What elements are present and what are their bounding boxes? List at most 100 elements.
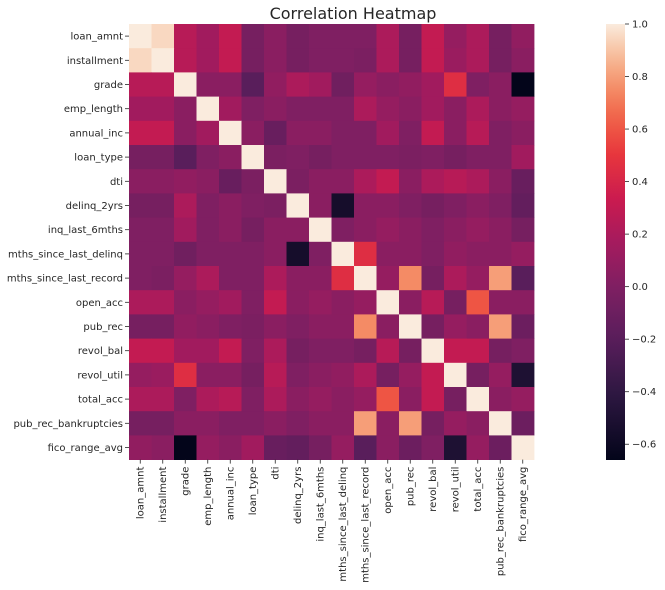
heatmap-cell-delinq_2yrs-emp_length: [196, 193, 220, 218]
y-tick-labels: loan_amnt installment grade emp_lengthannua…: [7, 32, 129, 454]
heatmap-cell-emp_length-loan_type: [241, 96, 265, 122]
heatmap-cell-emp_length-emp_length: [196, 96, 220, 122]
colorbar-ticks: 1.0 0.8 0.6 0.4 0.2 0.0 −0.2 −0.4 −0.6: [625, 20, 656, 451]
heatmap-cell-delinq_2yrs-mths_since_last_record: [354, 193, 377, 218]
heatmap-cell-pub_rec_bankruptcies-pub_rec_bankruptcies: [489, 411, 512, 436]
heatmap-cell-total_acc-pub_rec: [399, 387, 422, 412]
heatmap-cell-pub_rec_bankruptcies-installment: [151, 411, 175, 436]
x-tick-label-mths_since_last_record: mths_since_last_record: [361, 467, 372, 583]
x-tick-label-inq_last_6mths: inq_last_6mths: [316, 467, 327, 542]
heatmap-cell-dti-dti: [264, 169, 287, 194]
heatmap-cell-pub_rec_bankruptcies-loan_amnt: [129, 411, 152, 436]
heatmap-cell-pub_rec-revol_bal: [421, 314, 445, 339]
heatmap-cell-total_acc-mths_since_last_delinq: [331, 387, 355, 412]
heatmap-cell-dti-grade: [174, 169, 197, 194]
heatmap-cell-fico_range_avg-fico_range_avg: [511, 435, 535, 460]
heatmap-cell-pub_rec_bankruptcies-total_acc: [466, 411, 490, 436]
heatmap-cell-emp_length-revol_bal: [421, 96, 445, 122]
heatmap-cell-mths_since_last_record-pub_rec_bankruptcies: [489, 266, 512, 291]
heatmap-cell-revol_util-loan_type: [241, 362, 265, 388]
heatmap-cell-delinq_2yrs-inq_last_6mths: [309, 193, 332, 218]
y-tick-label-mths_since_last_delinq: mths_since_last_delinq: [8, 249, 123, 260]
x-tick-label-mths_since_last_delinq: mths_since_last_delinq: [338, 467, 349, 582]
heatmap-cell-fico_range_avg-total_acc: [466, 435, 490, 460]
heatmap-cell-loan_type-mths_since_last_delinq: [331, 145, 355, 170]
colorbar-tick-label: 0.2: [632, 230, 648, 241]
heatmap-cell-mths_since_last_delinq-revol_bal: [421, 241, 445, 267]
heatmap-cell-loan_type-pub_rec: [399, 145, 422, 170]
heatmap-cell-pub_rec-mths_since_last_record: [354, 314, 377, 339]
heatmap-cell-pub_rec_bankruptcies-delinq_2yrs: [286, 411, 310, 436]
heatmap-cell-open_acc-fico_range_avg: [511, 290, 535, 315]
heatmap-cell-revol_bal-delinq_2yrs: [286, 338, 310, 364]
heatmap-cell-delinq_2yrs-open_acc: [376, 193, 400, 218]
heatmap-cell-pub_rec_bankruptcies-revol_bal: [421, 411, 445, 436]
x-tick-label-grade: grade: [181, 467, 192, 496]
heatmap-cell-installment-loan_type: [241, 48, 265, 73]
heatmap-cell-total_acc-emp_length: [196, 387, 220, 412]
heatmap-cell-inq_last_6mths-mths_since_last_record: [354, 217, 377, 243]
heatmap-cell-dti-annual_inc: [219, 169, 242, 194]
heatmap-cell-total_acc-grade: [174, 387, 197, 412]
heatmap-cell-emp_length-revol_util: [444, 96, 467, 122]
x-tick-label-annual_inc: annual_inc: [226, 467, 237, 521]
heatmap-cell-revol_bal-fico_range_avg: [511, 338, 535, 364]
heatmap-cell-mths_since_last_delinq-pub_rec: [399, 241, 422, 267]
heatmap-cell-dti-revol_util: [444, 169, 467, 194]
heatmap-cell-dti-loan_type: [241, 169, 265, 194]
heatmap-cell-installment-loan_amnt: [129, 48, 152, 73]
heatmap-cell-open_acc-pub_rec_bankruptcies: [489, 290, 512, 315]
heatmap-cell-revol_util-inq_last_6mths: [309, 362, 332, 388]
heatmap-cell-grade-emp_length: [196, 72, 220, 97]
heatmap-cell-loan_amnt-pub_rec: [399, 24, 422, 49]
heatmap-cell-pub_rec-open_acc: [376, 314, 400, 339]
heatmap-cell-loan_type-grade: [174, 145, 197, 170]
y-tick-label-revol_util: revol_util: [77, 370, 123, 381]
heatmap-cell-mths_since_last_delinq-grade: [174, 241, 197, 267]
heatmap-cell-loan_amnt-inq_last_6mths: [309, 24, 332, 49]
heatmap-cell-revol_bal-grade: [174, 338, 197, 364]
heatmap-cell-revol_util-revol_util: [444, 362, 467, 388]
heatmap-cell-open_acc-loan_amnt: [129, 290, 152, 315]
y-tick-label-delinq_2yrs: delinq_2yrs: [66, 201, 123, 212]
colorbar-tick-label: −0.6: [632, 440, 656, 451]
heatmap-cell-fico_range_avg-revol_util: [444, 435, 467, 460]
heatmap-cell-mths_since_last_delinq-inq_last_6mths: [309, 241, 332, 267]
heatmap-cell-delinq_2yrs-delinq_2yrs: [286, 193, 310, 218]
heatmap-cell-inq_last_6mths-revol_bal: [421, 217, 445, 243]
x-tick-label-open_acc: open_acc: [383, 467, 394, 514]
colorbar-tick-label: 1.0: [632, 20, 648, 31]
heatmap-cell-open_acc-inq_last_6mths: [309, 290, 332, 315]
heatmap-cell-dti-pub_rec_bankruptcies: [489, 169, 512, 194]
y-tick-label-annual_inc: annual_inc: [69, 128, 123, 139]
x-tick-label-revol_bal: revol_bal: [428, 467, 439, 512]
heatmap-cell-delinq_2yrs-pub_rec: [399, 193, 422, 218]
heatmap-cell-emp_length-inq_last_6mths: [309, 96, 332, 122]
x-tick-label-pub_rec: pub_rec: [406, 467, 417, 507]
heatmap-cell-pub_rec-delinq_2yrs: [286, 314, 310, 339]
heatmap-cell-delinq_2yrs-grade: [174, 193, 197, 218]
x-tick-label-emp_length: emp_length: [203, 467, 214, 526]
heatmap-cell-dti-total_acc: [466, 169, 490, 194]
heatmap-cell-mths_since_last_record-annual_inc: [219, 266, 242, 291]
heatmap-cell-grade-loan_type: [241, 72, 265, 97]
heatmap-cell-loan_type-installment: [151, 145, 175, 170]
heatmap-cell-inq_last_6mths-revol_util: [444, 217, 467, 243]
heatmap-cell-mths_since_last_record-revol_bal: [421, 266, 445, 291]
heatmap-cell-pub_rec_bankruptcies-fico_range_avg: [511, 411, 535, 436]
heatmap-cell-grade-grade: [174, 72, 197, 97]
heatmap-cell-installment-annual_inc: [219, 48, 242, 73]
heatmap-cell-revol_util-open_acc: [376, 362, 400, 388]
heatmap-cell-mths_since_last_record-mths_since_last_delinq: [331, 266, 355, 291]
heatmap-cell-delinq_2yrs-installment: [151, 193, 175, 218]
heatmap-cell-inq_last_6mths-annual_inc: [219, 217, 242, 243]
heatmap-cell-loan_amnt-annual_inc: [219, 24, 242, 49]
heatmap-cell-inq_last_6mths-loan_type: [241, 217, 265, 243]
heatmap-cell-dti-mths_since_last_record: [354, 169, 377, 194]
heatmap-cell-mths_since_last_delinq-installment: [151, 241, 175, 267]
heatmap-cell-open_acc-dti: [264, 290, 287, 315]
heatmap-cell-pub_rec_bankruptcies-open_acc: [376, 411, 400, 436]
heatmap-cell-revol_bal-inq_last_6mths: [309, 338, 332, 364]
heatmap-cell-loan_amnt-mths_since_last_record: [354, 24, 377, 49]
heatmap-cell-mths_since_last_record-delinq_2yrs: [286, 266, 310, 291]
